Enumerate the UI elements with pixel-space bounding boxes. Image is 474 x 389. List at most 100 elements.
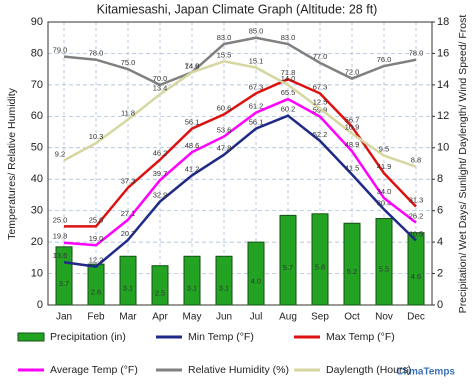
bar-value-label: 5.7 <box>283 263 293 272</box>
point-value-label: 9.5 <box>379 145 389 154</box>
bar <box>375 218 393 306</box>
point-value-label: 14.8 <box>185 61 200 70</box>
bar <box>247 241 265 306</box>
point-value-label: 48.9 <box>345 140 360 149</box>
bar-value-label: 3.1 <box>123 284 133 293</box>
legend-label: Daylength (Hours) <box>326 364 411 376</box>
y2-tick-label: 18 <box>437 16 449 28</box>
x-tick-label: Mar <box>119 312 137 323</box>
point-value-label: 85.0 <box>249 27 264 36</box>
point-value-label: 32.9 <box>153 191 168 200</box>
bar-value-label: 3.1 <box>219 284 229 293</box>
legend-label: Average Temp (°F) <box>50 364 138 376</box>
y-tick-label: 40 <box>31 173 43 185</box>
x-tick-label: Aug <box>279 312 297 323</box>
point-value-label: 56.1 <box>249 118 264 127</box>
legend-label: Min Temp (°F) <box>188 331 254 343</box>
point-value-label: 11.8 <box>121 108 135 117</box>
y2-tick-label: 2 <box>437 267 443 279</box>
point-value-label: 83.0 <box>281 33 296 42</box>
point-value-label: 12.5 <box>313 97 328 106</box>
point-value-label: 19.0 <box>89 234 104 243</box>
y-tick-label: 10 <box>31 267 43 279</box>
point-value-label: 26.2 <box>409 212 424 221</box>
point-value-label: 8.8 <box>411 156 421 165</box>
y2-axis-label: Precipitation/ Wet Days/ Sunlight/ Dayle… <box>457 15 469 314</box>
y-tick-label: 50 <box>31 142 43 154</box>
point-value-label: 56.7 <box>345 116 360 125</box>
series-line <box>63 97 417 247</box>
point-value-label: 48.6 <box>185 141 200 150</box>
legend-label: Relative Humidity (%) <box>188 364 289 376</box>
point-value-label: 25.0 <box>89 215 104 224</box>
point-value-label: 20.5 <box>409 230 424 239</box>
point-value-label: 41.5 <box>345 163 360 172</box>
point-value-label: 76.0 <box>377 55 392 64</box>
bar <box>279 214 297 306</box>
x-tick-label: Oct <box>344 312 360 323</box>
point-value-label: 53.6 <box>217 125 232 134</box>
point-value-label: 77.0 <box>313 52 328 61</box>
bar-value-label: 2.6 <box>91 288 101 297</box>
bar <box>151 265 169 306</box>
point-value-label: 72.0 <box>345 68 360 77</box>
bar <box>87 263 105 306</box>
watermark: ClimaTemps <box>396 367 455 378</box>
point-value-label: 78.0 <box>89 49 104 58</box>
point-value-label: 52.2 <box>313 130 328 139</box>
bar <box>343 222 361 306</box>
bar <box>119 255 137 306</box>
point-value-label: 60.2 <box>281 105 296 114</box>
bar <box>183 255 201 306</box>
x-tick-label: Jan <box>56 312 72 323</box>
y-tick-label: 60 <box>31 110 43 122</box>
bar <box>407 232 425 306</box>
y2-tick-label: 12 <box>437 110 449 122</box>
bar-value-label: 5.2 <box>347 267 357 276</box>
point-value-label: 75.0 <box>121 58 136 67</box>
x-tick-label: May <box>183 312 202 323</box>
x-tick-label: Feb <box>87 312 105 323</box>
y2-tick-label: 8 <box>437 173 443 185</box>
point-value-label: 25.0 <box>53 215 68 224</box>
x-tick-label: Nov <box>375 312 393 323</box>
chart-title: Kitamiesashi, Japan Climate Graph (Altit… <box>97 2 378 16</box>
point-value-label: 31.3 <box>409 196 424 205</box>
point-value-label: 13.6 <box>53 251 68 260</box>
point-value-label: 83.0 <box>217 33 232 42</box>
bar <box>215 255 233 306</box>
point-value-label: 70.0 <box>153 74 168 83</box>
y-tick-label: 0 <box>37 299 43 311</box>
y-tick-label: 70 <box>31 79 43 91</box>
x-tick-label: Apr <box>152 312 168 323</box>
point-value-label: 15.5 <box>217 50 232 59</box>
y-tick-label: 20 <box>31 236 43 248</box>
y2-tick-label: 4 <box>437 236 443 248</box>
point-value-label: 46.2 <box>153 149 168 158</box>
point-value-label: 37.3 <box>121 177 136 186</box>
point-value-label: 79.0 <box>53 46 68 55</box>
y-axis-label: Temperatures/ Relative Humidity <box>6 87 18 239</box>
point-value-label: 20.7 <box>121 229 136 238</box>
point-value-label: 12.2 <box>89 256 104 265</box>
bar-value-label: 4.0 <box>251 277 261 286</box>
x-tick-label: Jun <box>216 312 232 323</box>
point-value-label: 30.4 <box>377 198 392 207</box>
series-line <box>64 77 417 228</box>
point-value-label: 67.3 <box>249 82 264 91</box>
y2-tick-label: 0 <box>437 299 443 311</box>
point-value-label: 41.2 <box>185 164 200 173</box>
x-tick-label: Jul <box>250 312 263 323</box>
bar-value-label: 3.1 <box>187 284 197 293</box>
point-value-label: 41.9 <box>377 162 392 171</box>
point-value-label: 34.0 <box>377 187 392 196</box>
y2-tick-label: 10 <box>437 142 449 154</box>
point-value-label: 47.8 <box>217 144 232 153</box>
point-value-label: 60.6 <box>217 103 232 112</box>
point-value-label: 10.9 <box>345 123 360 132</box>
bar-value-label: 4.6 <box>411 272 421 281</box>
bar-value-label: 3.7 <box>59 279 69 288</box>
bar-value-label: 5.5 <box>379 265 389 274</box>
y-tick-label: 80 <box>31 47 43 59</box>
legend-label: Precipitation (in) <box>50 331 126 343</box>
